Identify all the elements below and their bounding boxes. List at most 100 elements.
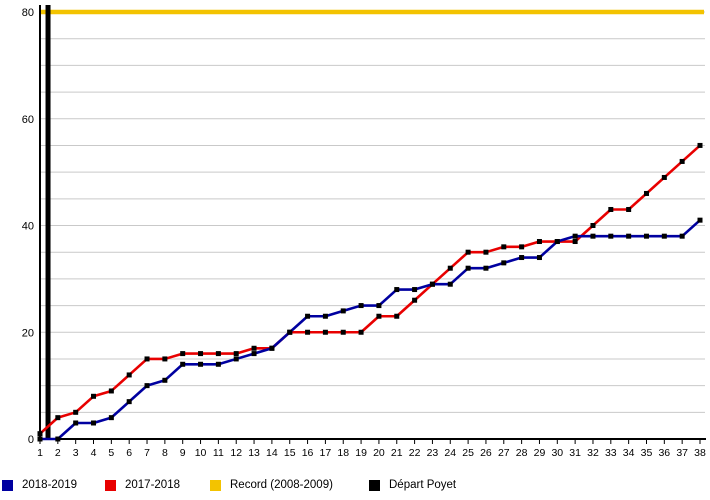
data-point-marker	[162, 377, 168, 383]
data-point-marker	[55, 415, 61, 421]
x-tick-label: 1	[37, 447, 43, 459]
x-tick-label: 23	[427, 447, 439, 459]
legend-label: 2018-2019	[22, 479, 77, 491]
data-point-marker	[519, 255, 525, 261]
data-point-marker	[697, 217, 703, 223]
legend: 2018-2019 2017-2018 Record (2008-2009) Dépa…	[0, 474, 710, 500]
data-point-marker	[322, 313, 328, 319]
data-point-marker	[73, 420, 79, 426]
series-2017-2018	[37, 142, 703, 437]
data-point-marker	[358, 329, 364, 335]
data-point-marker	[626, 206, 632, 212]
data-point-marker	[180, 361, 186, 367]
data-point-marker	[536, 255, 542, 261]
x-tick-label: 12	[230, 447, 242, 459]
data-point-marker	[37, 431, 43, 437]
x-tick-label: 29	[534, 447, 546, 459]
data-point-marker	[501, 244, 507, 250]
x-tick-label: 11	[213, 447, 224, 459]
x-tick-label: 16	[302, 447, 314, 459]
x-tick-label: 5	[108, 447, 114, 459]
legend-item-depart-poyet: Départ Poyet	[369, 477, 456, 493]
data-point-marker	[91, 420, 97, 426]
legend-label: Départ Poyet	[389, 479, 457, 491]
x-tick-label: 36	[658, 447, 670, 459]
series-2018-2019	[37, 217, 703, 442]
x-tick-label: 13	[248, 447, 260, 459]
data-point-marker	[679, 158, 685, 164]
y-tick-label: 20	[22, 327, 34, 339]
x-tick-label: 21	[391, 447, 403, 459]
data-point-marker	[394, 287, 400, 293]
data-point-marker	[233, 356, 239, 362]
data-point-marker	[626, 233, 632, 239]
x-tick-label: 10	[195, 447, 207, 459]
x-tick-label: 33	[605, 447, 617, 459]
legend-swatch-2017-2018	[105, 479, 116, 491]
data-point-marker	[340, 329, 346, 335]
series-line	[39, 144, 701, 435]
x-tick-label: 37	[676, 447, 688, 459]
x-tick-labels: 1 2 3 4 5 6 7 8 9 10 11 12 13 14 15 16 17 18 19 20 21 22 23 24 2…	[37, 440, 706, 459]
data-point-marker	[37, 436, 43, 442]
x-tick-label: 24	[444, 447, 456, 459]
data-point-marker	[483, 249, 489, 255]
data-point-marker	[447, 281, 453, 287]
x-tick-label: 31	[569, 447, 581, 459]
data-point-marker	[73, 409, 79, 415]
data-point-marker	[144, 356, 150, 362]
data-point-marker	[91, 393, 97, 399]
chart-svg: 1 2 3 4 5 6 7 8 9 10 11 12 13 14 15 16 17 18 19 20 21 22 23 24 2…	[22, 5, 706, 459]
x-tick-label: 2	[55, 447, 61, 459]
x-tick-label: 32	[587, 447, 599, 459]
legend-item-2018-2019: 2018-2019	[2, 477, 77, 493]
data-point-marker	[358, 303, 364, 309]
x-tick-label: 26	[480, 447, 492, 459]
data-point-marker	[536, 239, 542, 245]
data-point-marker	[287, 329, 293, 335]
data-point-marker	[162, 356, 168, 362]
data-point-marker	[590, 233, 596, 239]
x-tick-label: 38	[694, 447, 706, 459]
y-tick-labels: 0 20 40 60 80	[22, 7, 34, 446]
data-point-marker	[679, 233, 685, 239]
x-tick-label: 3	[73, 447, 79, 459]
x-tick-label: 34	[623, 447, 635, 459]
data-point-marker	[554, 239, 560, 245]
legend-item-record: Record (2008-2009)	[210, 477, 333, 493]
series-line	[40, 219, 701, 441]
data-point-marker	[144, 383, 150, 389]
data-point-marker	[126, 372, 132, 378]
data-point-marker	[108, 388, 114, 394]
x-tick-label: 15	[284, 447, 296, 459]
data-point-marker	[429, 281, 435, 287]
legend-swatch-2018-2019	[2, 479, 13, 491]
x-tick-label: 6	[126, 447, 132, 459]
legend-label: Record (2008-2009)	[230, 479, 333, 491]
data-point-marker	[269, 345, 275, 351]
y-gridlines	[40, 11, 705, 413]
data-point-marker	[643, 190, 649, 196]
data-point-marker	[305, 313, 311, 319]
legend-swatch-record	[210, 479, 221, 491]
data-point-marker	[661, 233, 667, 239]
y-tick-label: 40	[22, 221, 34, 233]
x-tick-label: 8	[162, 447, 168, 459]
x-tick-label: 7	[144, 447, 150, 459]
data-point-marker	[447, 265, 453, 271]
data-point-marker	[340, 308, 346, 314]
data-point-marker	[233, 351, 239, 357]
x-tick-label: 20	[373, 447, 385, 459]
legend-swatch-depart-poyet	[369, 479, 380, 491]
x-tick-label: 18	[337, 447, 349, 459]
x-tick-label: 22	[409, 447, 421, 459]
data-point-marker	[572, 233, 578, 239]
legend-item-2017-2018: 2017-2018	[105, 477, 180, 493]
data-point-marker	[643, 233, 649, 239]
y-tick-label: 80	[22, 7, 34, 19]
data-point-marker	[251, 351, 257, 357]
data-point-marker	[501, 260, 507, 266]
x-tick-label: 27	[498, 447, 510, 459]
data-point-marker	[465, 265, 471, 271]
